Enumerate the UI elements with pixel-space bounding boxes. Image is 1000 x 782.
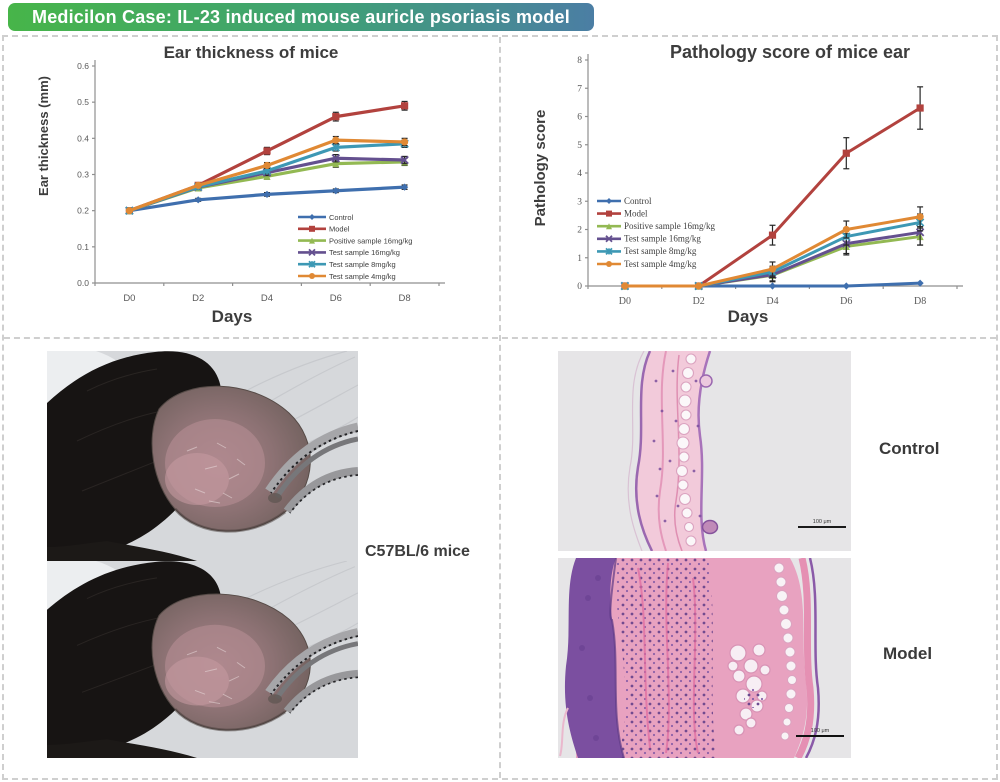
svg-text:7: 7 bbox=[577, 84, 582, 94]
svg-text:0: 0 bbox=[577, 282, 582, 292]
series-test-sample-4mg-kg bbox=[621, 206, 924, 290]
svg-text:Test sample 16mg/kg: Test sample 16mg/kg bbox=[329, 248, 400, 257]
vertical-divider bbox=[499, 37, 501, 778]
svg-text:Test sample 4mg/kg: Test sample 4mg/kg bbox=[329, 272, 396, 281]
legend-item: Control bbox=[597, 196, 652, 206]
svg-text:3: 3 bbox=[577, 197, 582, 207]
legend-item: Model bbox=[597, 208, 648, 218]
svg-text:1: 1 bbox=[577, 254, 582, 264]
series-test-sample-4mg-kg bbox=[125, 135, 409, 215]
svg-text:Pathology score of mice ear: Pathology score of mice ear bbox=[670, 42, 910, 62]
svg-text:D0: D0 bbox=[619, 296, 631, 307]
svg-text:Test sample 16mg/kg: Test sample 16mg/kg bbox=[624, 234, 701, 244]
ear-thickness-chart: 0.0 0.1 0.2 0.3 0.4 0.5 0.6 D0 D2 D4 D6 D8 Control Mo… bbox=[36, 43, 445, 326]
histology-control-image: 100 μm bbox=[558, 351, 851, 551]
histology-model-label: Model bbox=[883, 644, 933, 663]
panel-mouse-photos: C57BL/6 mice bbox=[4, 339, 499, 774]
panel-histology: 100 μm bbox=[501, 339, 992, 774]
svg-text:D6: D6 bbox=[330, 293, 342, 304]
legend-item: Test sample 4mg/kg bbox=[597, 259, 697, 269]
mouse-ear-photo-top bbox=[47, 351, 358, 561]
svg-text:Model: Model bbox=[624, 208, 648, 218]
legend-item: Positive sample 16mg/kg bbox=[298, 236, 412, 245]
epidermis-texture bbox=[579, 575, 601, 741]
legend-item: Model bbox=[298, 225, 350, 234]
svg-text:Test sample 4mg/kg: Test sample 4mg/kg bbox=[624, 259, 697, 269]
legend: Control Model Positive sample 16mg/kg Test … bbox=[298, 213, 412, 281]
histology-control-label: Control bbox=[879, 439, 940, 458]
histology-model-image: 100 μm bbox=[558, 558, 851, 758]
scale-bar: 100 μm bbox=[798, 519, 846, 528]
svg-text:Control: Control bbox=[329, 213, 354, 222]
svg-text:0.0: 0.0 bbox=[77, 278, 89, 288]
svg-text:0.4: 0.4 bbox=[77, 133, 89, 143]
scale-bar-label: 100 μm bbox=[813, 519, 832, 525]
panel-ear-thickness: 0.0 0.1 0.2 0.3 0.4 0.5 0.6 D0 D2 D4 D6 D8 Control Mo… bbox=[4, 37, 499, 337]
cartilage-vacuoles bbox=[773, 562, 797, 741]
svg-text:D2: D2 bbox=[693, 296, 705, 307]
svg-text:2: 2 bbox=[577, 226, 582, 236]
svg-text:D4: D4 bbox=[261, 293, 273, 304]
svg-text:0.1: 0.1 bbox=[77, 242, 89, 252]
legend-item: Test sample 16mg/kg bbox=[597, 234, 701, 244]
svg-text:D0: D0 bbox=[123, 293, 135, 304]
legend-item: Test sample 4mg/kg bbox=[298, 272, 396, 281]
legend-item: Positive sample 16mg/kg bbox=[597, 221, 715, 231]
inflammatory-infiltrate bbox=[616, 558, 716, 758]
scale-bar: 100 μm bbox=[796, 728, 844, 737]
cartilage-vacuoles bbox=[675, 353, 697, 547]
svg-text:0.2: 0.2 bbox=[77, 206, 89, 216]
legend-item: Control bbox=[298, 213, 354, 222]
svg-text:D8: D8 bbox=[914, 296, 926, 307]
svg-text:Control: Control bbox=[624, 196, 652, 206]
svg-text:6: 6 bbox=[577, 113, 582, 123]
svg-text:Ear thickness of mice: Ear thickness of mice bbox=[164, 43, 339, 62]
svg-text:Test sample 8mg/kg: Test sample 8mg/kg bbox=[329, 260, 396, 269]
svg-text:0.6: 0.6 bbox=[77, 61, 89, 71]
hair-follicle bbox=[701, 519, 719, 535]
svg-text:D2: D2 bbox=[192, 293, 204, 304]
axes bbox=[92, 60, 445, 286]
svg-text:D8: D8 bbox=[399, 293, 411, 304]
svg-text:5: 5 bbox=[577, 141, 582, 151]
svg-text:Days: Days bbox=[728, 307, 769, 326]
legend-item: Test sample 16mg/kg bbox=[298, 248, 400, 257]
svg-text:Model: Model bbox=[329, 225, 350, 234]
page-title: Medicilon Case: IL-23 induced mouse auri… bbox=[8, 3, 594, 31]
svg-text:Days: Days bbox=[212, 307, 253, 326]
legend-item: Test sample 8mg/kg bbox=[597, 246, 697, 256]
svg-text:0.5: 0.5 bbox=[77, 97, 89, 107]
pathology-score-chart: 0 1 2 3 4 5 6 7 8 D0 D2 D4 D6 D8 Control Model Positive … bbox=[532, 42, 963, 326]
legend-item: Test sample 8mg/kg bbox=[298, 260, 396, 269]
svg-text:D6: D6 bbox=[840, 296, 852, 307]
panel-grid: 0.0 0.1 0.2 0.3 0.4 0.5 0.6 D0 D2 D4 D6 D8 Control Mo… bbox=[2, 35, 998, 780]
svg-text:D4: D4 bbox=[766, 296, 778, 307]
svg-text:4: 4 bbox=[577, 169, 582, 179]
cell-nuclei bbox=[652, 369, 702, 523]
hair-follicle bbox=[699, 374, 713, 388]
mouse-ear-photo-bottom bbox=[47, 561, 358, 758]
mice-strain-label: C57BL/6 mice bbox=[365, 543, 470, 560]
horizontal-divider bbox=[4, 337, 996, 339]
svg-text:0.3: 0.3 bbox=[77, 170, 89, 180]
svg-text:Pathology score: Pathology score bbox=[532, 110, 549, 227]
svg-text:Test sample 8mg/kg: Test sample 8mg/kg bbox=[624, 246, 697, 256]
legend: Control Model Positive sample 16mg/kg Test … bbox=[597, 196, 715, 269]
svg-text:Positive sample 16mg/kg: Positive sample 16mg/kg bbox=[624, 221, 715, 231]
svg-text:Positive sample 16mg/kg: Positive sample 16mg/kg bbox=[329, 236, 412, 245]
svg-text:Ear thickness (mm): Ear thickness (mm) bbox=[36, 76, 51, 196]
svg-text:8: 8 bbox=[577, 56, 582, 66]
panel-pathology-score: 0 1 2 3 4 5 6 7 8 D0 D2 D4 D6 D8 Control Model Positive … bbox=[501, 37, 992, 337]
scale-bar-label: 100 μm bbox=[811, 728, 830, 734]
